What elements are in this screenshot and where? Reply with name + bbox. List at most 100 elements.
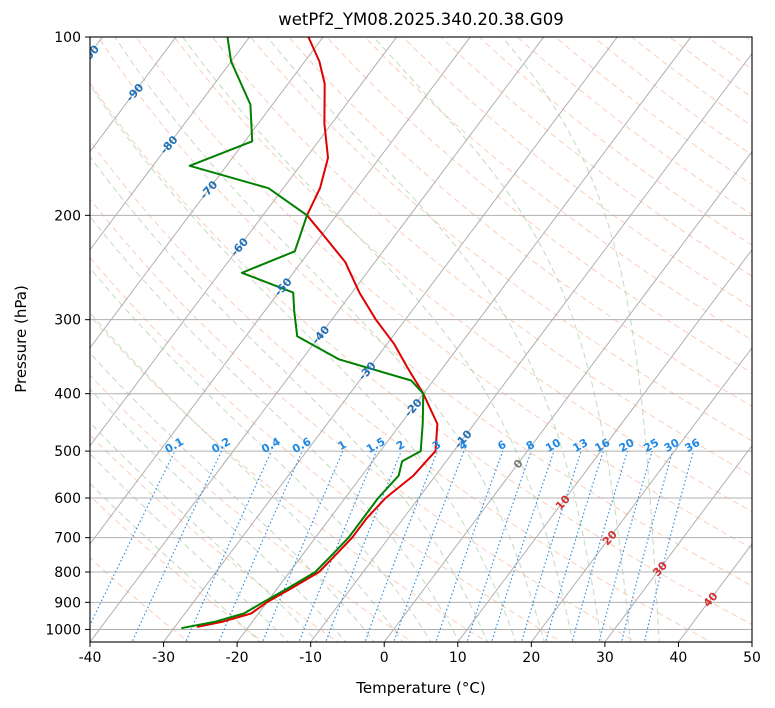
moist-adiabat [90, 388, 347, 642]
y-tick-label: 500 [54, 444, 81, 460]
dry-adiabat [90, 434, 339, 642]
mixing-ratio-line [571, 450, 629, 642]
mixing-ratio-label: 10 [543, 436, 563, 455]
dry-adiabat [516, 37, 752, 216]
isotherm-label: 30 [650, 559, 670, 579]
isotherm-line [530, 346, 752, 642]
mixing-ratio-label: 25 [641, 436, 661, 455]
isotherm-line [310, 52, 752, 642]
y-tick-label: 100 [54, 30, 81, 46]
isotherm-line [90, 37, 545, 642]
isotherm-line [90, 37, 398, 447]
dry-adiabat [97, 37, 752, 587]
isotherm-label: 20 [600, 528, 620, 548]
background-lines [90, 37, 752, 642]
dry-adiabat [135, 37, 752, 549]
y-tick-label: 1000 [45, 622, 81, 638]
dry-adiabat [745, 37, 752, 43]
mixing-ratio-line [621, 450, 674, 642]
isotherm-line [751, 641, 752, 642]
isotherm-line [677, 543, 752, 642]
plot-frame [89, 36, 753, 643]
dry-adiabat [669, 37, 752, 98]
x-axis-label: Temperature (°C) [355, 679, 485, 697]
dry-adiabat [364, 37, 752, 341]
isotherm-line [604, 445, 752, 642]
moist-adiabat [182, 37, 574, 642]
moist-adiabat [502, 37, 660, 642]
y-tick-label: 300 [54, 313, 81, 329]
x-tick-label: 30 [596, 650, 614, 666]
mixing-ratio-line [466, 450, 532, 642]
dry-adiabat [707, 37, 752, 70]
dry-adiabat [631, 37, 752, 127]
moist-adiabat [373, 37, 631, 642]
dry-adiabat [288, 37, 752, 408]
moist-adiabat [90, 453, 290, 642]
isotherm-line [90, 37, 471, 545]
dry-adiabat [90, 140, 712, 642]
isotherm-label: -20 [402, 396, 425, 420]
profiles [181, 37, 439, 630]
x-tick-label: -30 [152, 650, 175, 666]
mixing-ratio-line [520, 450, 582, 642]
moist-adiabat [90, 482, 261, 642]
dry-adiabat [212, 37, 752, 477]
dry-adiabat [90, 374, 414, 642]
mixing-ratio-label: 0.4 [259, 435, 283, 456]
moist-adiabat [90, 267, 432, 642]
isotherm-label: -70 [197, 178, 220, 202]
axes: -40 -30 -20 -10 0 10 20 30 40 5010009008007006005… [45, 30, 761, 666]
isotherm-line [90, 37, 324, 349]
moist-adiabat [90, 84, 517, 642]
dry-adiabat [326, 37, 752, 374]
dry-adiabat [173, 37, 752, 513]
mixing-ratio-line [393, 450, 465, 642]
dry-adiabat [554, 37, 752, 186]
isotherm-label: -60 [228, 235, 251, 259]
mixing-ratio-label: 0.6 [290, 435, 314, 456]
moist-adiabat [114, 37, 545, 642]
y-tick-label: 900 [54, 595, 81, 611]
mixing-ratio-label: 30 [662, 436, 682, 455]
x-tick-label: 20 [522, 650, 540, 666]
dry-adiabat [90, 256, 563, 642]
mixing-ratio-label: 16 [593, 436, 613, 455]
mixing-ratio-line [325, 450, 402, 642]
isotherm-line [236, 37, 692, 642]
x-tick-label: -10 [299, 650, 322, 666]
isotherm-line [162, 37, 618, 642]
mixing-ratio-label: 13 [570, 436, 590, 455]
mixing-ratio-line [298, 450, 378, 642]
x-tick-label: -20 [226, 650, 249, 666]
isotherm-label: -80 [158, 133, 181, 157]
y-tick-label: 600 [54, 491, 81, 507]
y-axis-label: Pressure (hPa) [12, 285, 30, 393]
mixing-ratio-line [364, 450, 438, 642]
mixing-ratio-line [185, 450, 272, 642]
y-tick-label: 800 [54, 565, 81, 581]
dry-adiabat [90, 82, 752, 625]
mixing-ratio-label: 20 [617, 436, 637, 455]
mixing-ratio-label: 1.5 [364, 435, 387, 456]
moist-adiabat [90, 421, 319, 642]
chart-title: wetPf2_YM08.2025.340.20.38.G09 [278, 10, 563, 30]
x-tick-label: 40 [670, 650, 688, 666]
mixing-ratio-line [435, 450, 504, 642]
isotherm-label: -30 [356, 359, 379, 383]
isotherm-line [383, 150, 752, 642]
isotherm-line [457, 248, 752, 642]
y-tick-label: 700 [54, 531, 81, 547]
mixing-ratio-line [545, 450, 604, 642]
dry-adiabat [478, 37, 752, 246]
moist-adiabat [90, 215, 460, 642]
isotherm-line [90, 37, 251, 251]
mixing-ratio-line [643, 450, 694, 642]
isotherm-line [90, 37, 177, 153]
dry-adiabat [90, 315, 488, 642]
x-tick-label: 10 [449, 650, 467, 666]
mixing-ratio-line [491, 450, 555, 642]
isotherm-label: -100 [74, 42, 102, 71]
